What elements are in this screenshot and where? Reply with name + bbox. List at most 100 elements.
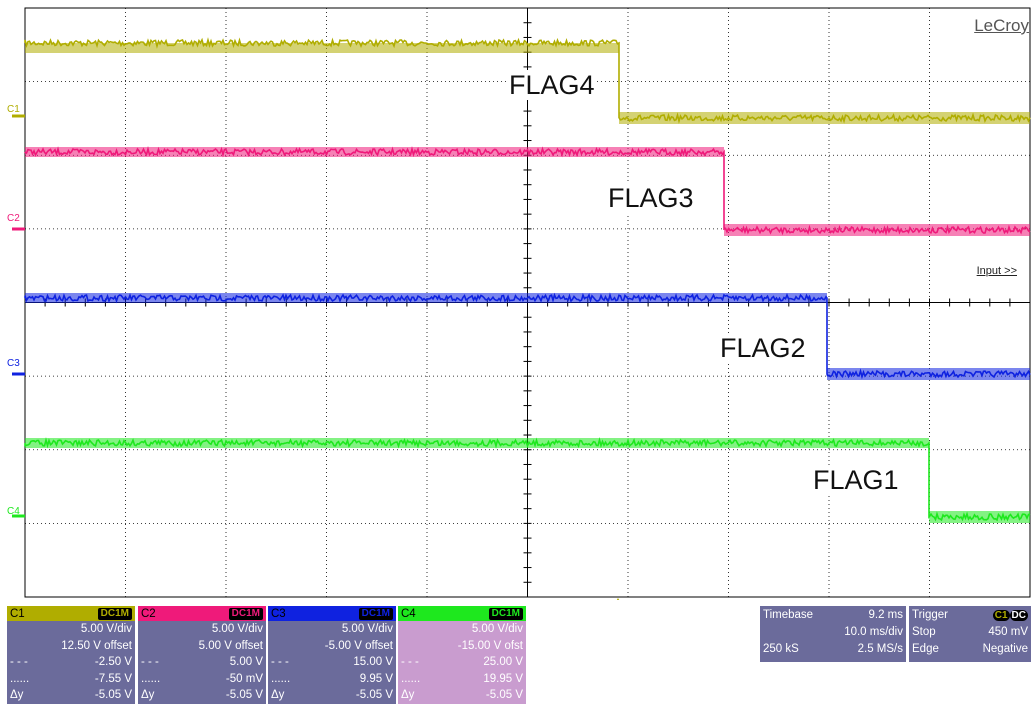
trigger-panel[interactable]: Trigger C1 DC Stop 450 mV Edge Negative [909,606,1031,662]
cursor1-symbol: - - - [271,656,289,669]
timebase-samples: 250 kS [763,642,799,655]
c1-cursor1-row: - - - -2.50 V [10,654,132,671]
timebase-rate: 2.5 MS/s [857,642,903,655]
flag3-label: FLAG3 [606,183,696,213]
c2-vdiv: 5.00 V/div [211,623,263,636]
trigger-type-row: Edge Negative [909,640,1031,657]
c3-cursor1-value: 15.00 V [353,656,393,669]
timebase-panel[interactable]: Timebase 9.2 ms 10.0 ms/div 250 kS 2.5 MS/… [760,606,906,662]
c1-coupling-badge: DC1M [97,607,132,620]
cursor2-symbol: ...... [401,672,421,685]
c3-cursor2-value: 9.95 V [359,672,393,685]
c3-vdiv: 5.00 V/div [341,623,393,636]
c1-cursor2-value: -7.55 V [94,672,132,685]
c3-coupling-badge: DC1M [358,607,393,620]
cursor2-symbol: ...... [141,672,161,685]
delta-symbol: Δy [401,689,415,702]
trigger-source-badges: C1 DC [992,609,1028,621]
c3-ground-label: C3 [7,358,20,369]
timebase-row: Timebase 9.2 ms [760,606,906,623]
c3-offset: -5.00 V offset [324,639,393,652]
channel-panel-c2[interactable]: C2 DC1M 5.00 V/div 5.00 V offset - - -5.0… [138,606,266,708]
c1-ground-label: C1 [7,104,20,115]
trigger-position-marker[interactable] [614,598,622,600]
trace-band-low-c3 [827,368,1030,380]
trace-band-low-c1 [619,112,1030,124]
trigger-coupling-badge: DC [1009,609,1028,621]
c4-offset: -15.00 V ofst [457,639,523,652]
trigger-level: 450 mV [988,625,1028,638]
channel-panel-c4[interactable]: C4 DC1M 5.00 V/div -15.00 V ofst - - - 25.… [398,606,526,708]
c1-delta-value: -5.05 V [94,689,132,702]
c2-panel-body: 5.00 V/div 5.00 V offset - - - 5.00 V ...… [138,621,266,704]
c2-panel-header: C2 DC1M [138,606,266,621]
trace-band-low-c4 [929,511,1030,523]
flag4-label: FLAG4 [507,70,597,100]
timebase-label: Timebase [763,608,814,621]
trigger-mode: Stop [912,625,936,638]
c3-delta-row: Δy -5.05 V [271,687,393,704]
input-label[interactable]: Input >> [976,265,1017,277]
scope-display [12,7,1031,600]
c1-panel-header: C1 DC1M [7,606,135,621]
c4-cursor2-value: 19.95 V [483,672,523,685]
trigger-type: Edge [912,642,939,655]
trigger-mode-row: Stop 450 mV [909,623,1031,640]
cursor2-symbol: ...... [271,672,291,685]
timebase-tdiv: 10.0 ms/div [844,625,903,638]
c3-delta-value: -5.05 V [355,689,393,702]
c4-name: C4 [401,607,416,620]
trace-band-c4 [25,438,929,448]
c1-offset: 12.50 V offset [61,639,132,652]
c2-name: C2 [141,607,156,620]
cursor1-symbol: - - - [10,656,28,669]
delta-symbol: Δy [271,689,285,702]
c2-coupling-badge: DC1M [228,607,263,620]
trace-band-low-c2 [724,224,1030,236]
trigger-slope: Negative [982,642,1028,655]
c2-cursor2-row: ...... -50 mV [141,671,263,688]
c2-ground-label: C2 [7,213,20,224]
c4-delta-row: Δy -5.05 V [401,687,523,704]
c2-cursor1-value: 5.00 V [229,656,263,669]
c4-panel-body: 5.00 V/div -15.00 V ofst - - - 25.00 V ..… [398,621,526,704]
c4-delta-value: -5.05 V [485,689,523,702]
c4-panel-header: C4 DC1M [398,606,526,621]
lecroy-logo: LeCroy [974,16,1029,35]
trigger-row: Trigger C1 DC [909,606,1031,623]
cursor2-symbol: ...... [10,672,30,685]
c2-offset: 5.00 V offset [198,639,263,652]
cursor1-symbol: - - - [401,656,419,669]
c4-cursor2-row: ...... 19.95 V [401,671,523,688]
trace-band-c2 [25,147,724,157]
c3-panel-body: 5.00 V/div -5.00 V offset - - - 15.00 V .… [268,621,396,704]
c1-panel-body: 5.00 V/div 12.50 V offset - - - -2.50 V .… [7,621,135,704]
channel-markers [12,114,622,600]
c1-cursor2-row: ...... -7.55 V [10,671,132,688]
flag1-label: FLAG1 [811,465,901,495]
c4-coupling-badge: DC1M [488,607,523,620]
trace-band-c3 [25,293,827,303]
c2-delta-row: Δy -5.05 V [141,687,263,704]
c3-panel-header: C3 DC1M [268,606,396,621]
flag2-label: FLAG2 [718,333,808,363]
c1-vdiv: 5.00 V/div [80,623,132,636]
waveform-traces [24,37,1031,523]
c2-cursor1-row: - - - 5.00 V [141,654,263,671]
c4-vdiv: 5.00 V/div [471,623,523,636]
c1-delta-row: Δy -5.05 V [10,687,132,704]
c4-cursor1-row: - - - 25.00 V [401,654,523,671]
c2-delta-value: -5.05 V [225,689,263,702]
c3-cursor1-row: - - - 15.00 V [271,654,393,671]
timebase-sampling-row: 250 kS 2.5 MS/s [760,640,906,657]
timebase-delay: 9.2 ms [868,608,903,621]
c3-cursor2-row: ...... 9.95 V [271,671,393,688]
channel-panel-c1[interactable]: C1 DC1M 5.00 V/div 12.50 V offset - - - -2… [7,606,135,708]
c3-name: C3 [271,607,286,620]
channel-panel-c3[interactable]: C3 DC1M 5.00 V/div -5.00 V offset - - - 15… [268,606,396,708]
trigger-label: Trigger [912,608,948,621]
delta-symbol: Δy [10,689,24,702]
trace-band-c1 [25,43,619,53]
c2-cursor2-value: -50 mV [225,672,263,685]
delta-symbol: Δy [141,689,155,702]
